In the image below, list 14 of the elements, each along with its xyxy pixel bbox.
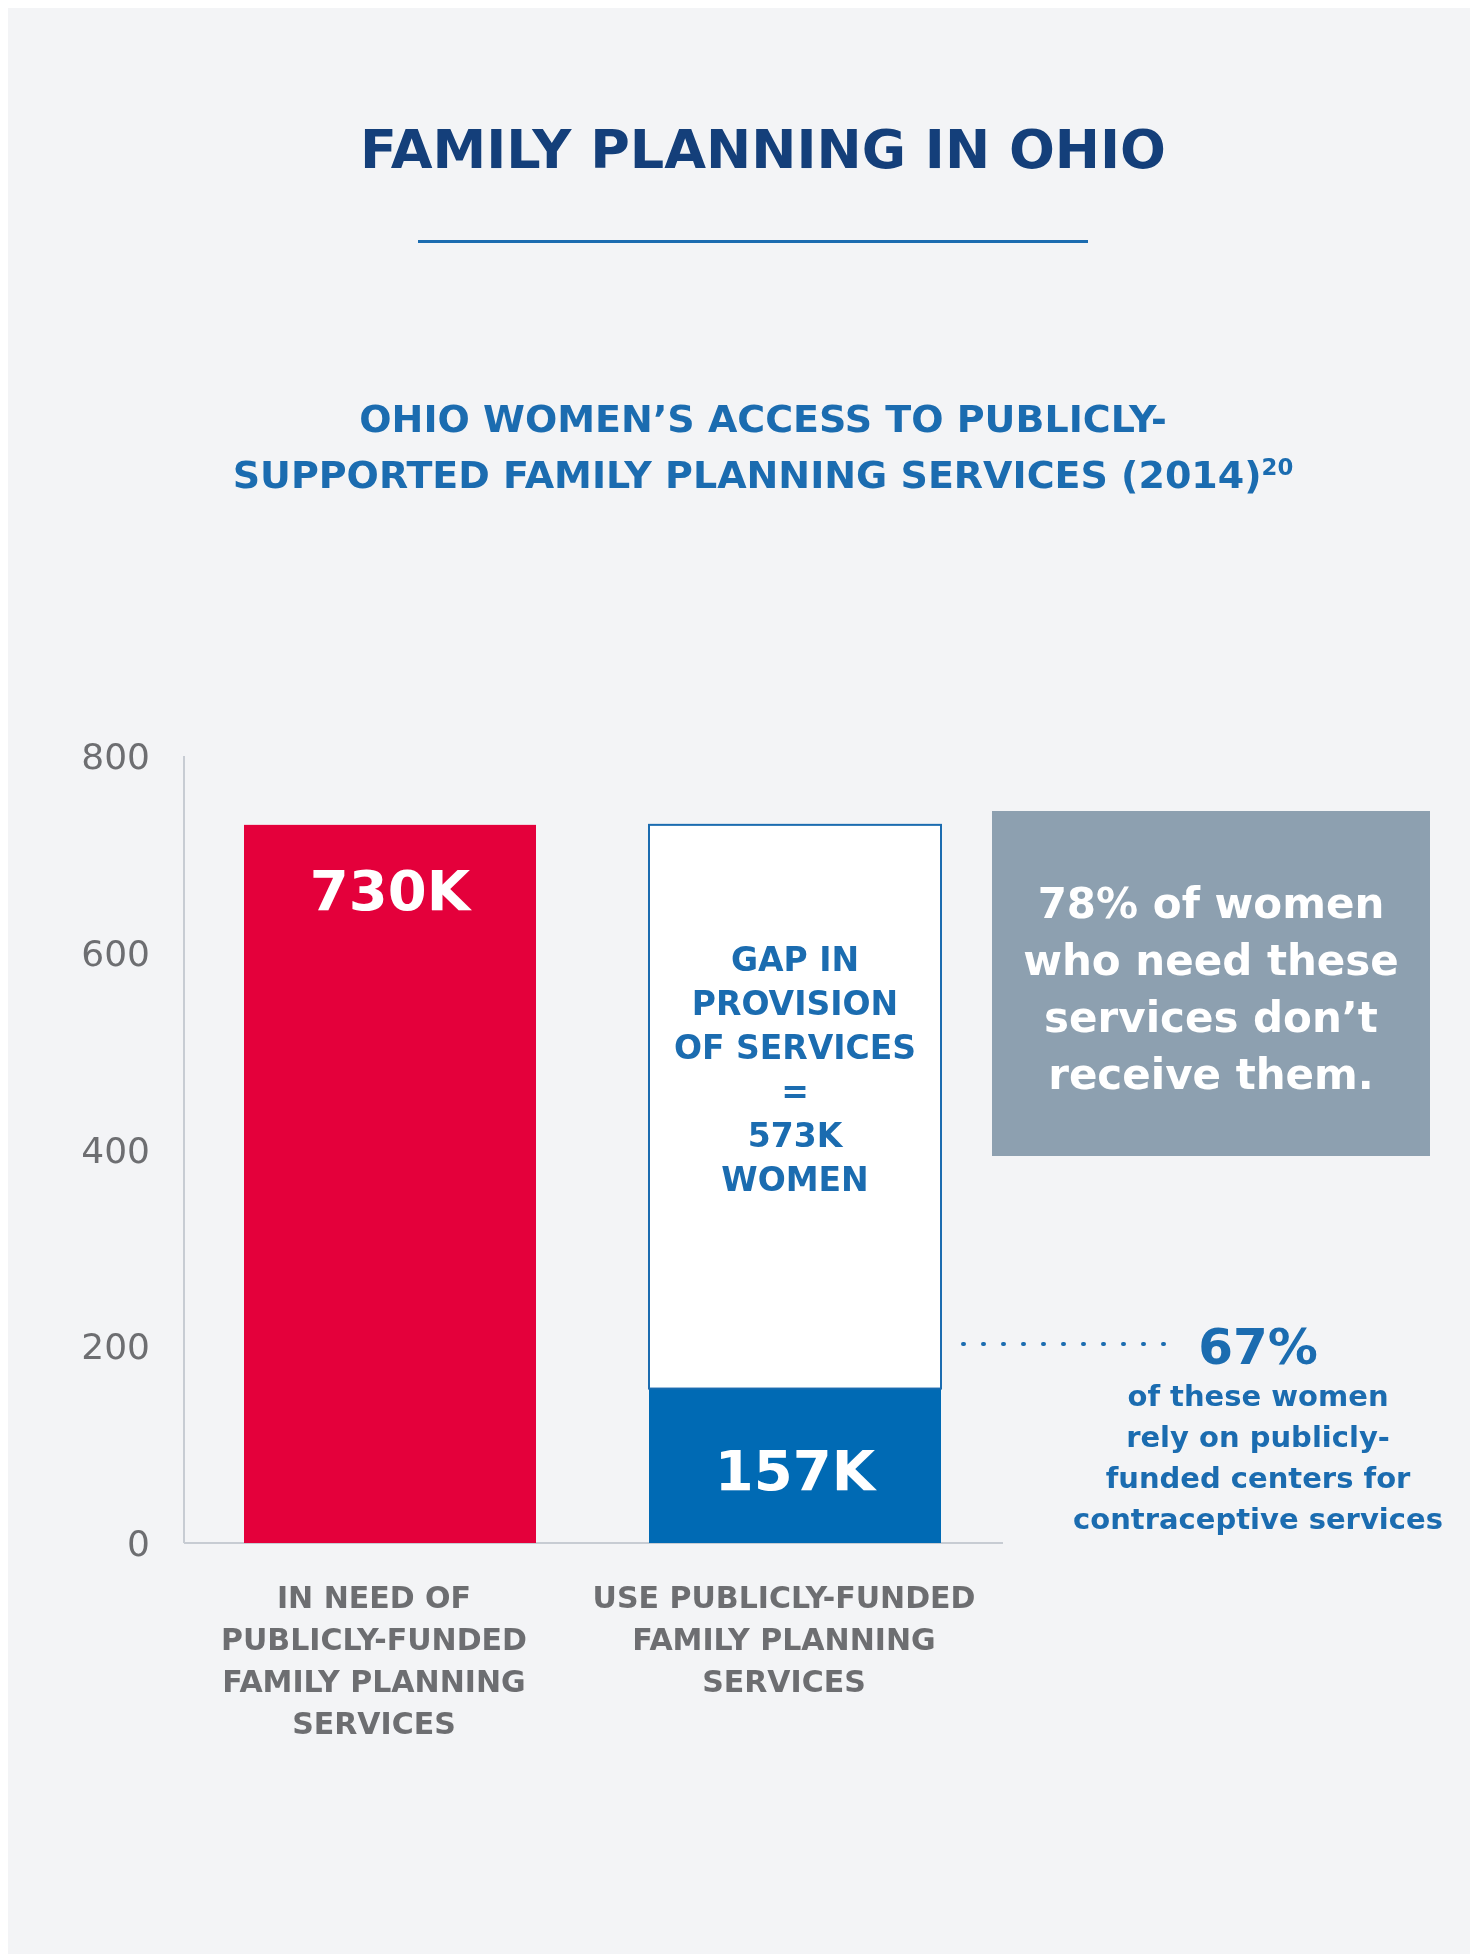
data-label: 730K — [309, 857, 473, 923]
y-tick-label: 400 — [81, 1129, 150, 1171]
y-tick-label: 0 — [127, 1523, 150, 1564]
y-tick-label: 600 — [81, 932, 150, 974]
x-tick-label: USE PUBLICLY-FUNDED FAMILY PLANNING SERVICES — [592, 1580, 976, 1699]
text: 67% of these women rely on publicly- funded centers for contraceptive services — [1073, 1318, 1443, 1536]
text: 78% of women who need these services don’t receive them. — [1023, 879, 1399, 1099]
x-tick-label: IN NEED OF PUBLICLY-FUNDED FAMILY PLANNING SERVICES — [221, 1580, 527, 1741]
y-tick-label: 800 — [81, 736, 150, 777]
chart-title: FAMILY PLANNING IN OHIO — [360, 118, 1166, 181]
data-label: 157K — [714, 1437, 878, 1503]
chart-subtitle: OHIO WOMEN’S ACCESS TO PUBLICLY- SUPPORTED FAMILY PLANNING SERVICES (2014)$^{20}$ — [232, 397, 1294, 497]
y-tick-label: 200 — [81, 1326, 150, 1368]
data-label: GAP IN PROVISION OF SERVICES = 573K WOMEN — [673, 939, 917, 1199]
